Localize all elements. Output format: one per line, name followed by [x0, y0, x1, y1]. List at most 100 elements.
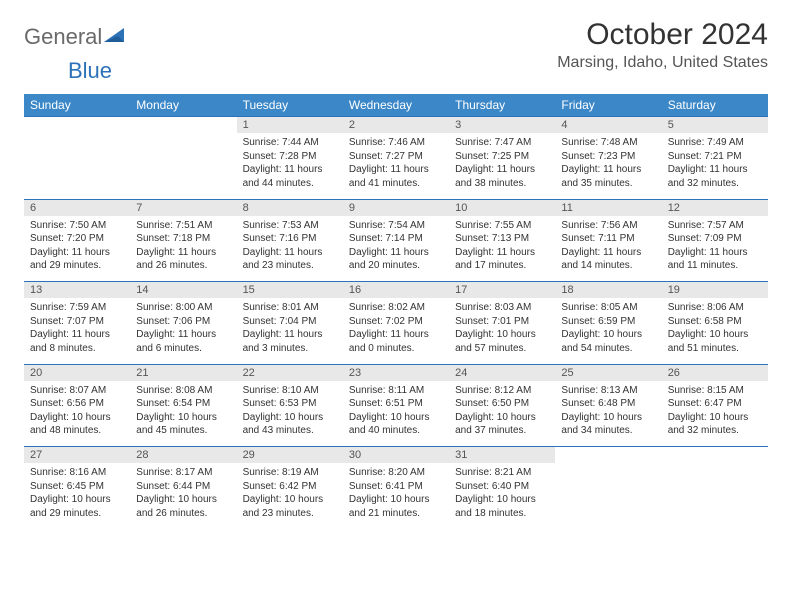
day-number-cell: 15 — [237, 282, 343, 299]
daylight-line: Daylight: 10 hours and 43 minutes. — [243, 411, 337, 438]
brand-logo: General — [24, 24, 128, 50]
day-detail-cell: Sunrise: 8:06 AMSunset: 6:58 PMDaylight:… — [662, 298, 768, 364]
daylight-line: Daylight: 10 hours and 32 minutes. — [668, 411, 762, 438]
day-detail-row: Sunrise: 7:50 AMSunset: 7:20 PMDaylight:… — [24, 216, 768, 282]
daylight-line: Daylight: 10 hours and 18 minutes. — [455, 493, 549, 520]
day-number-cell: 14 — [130, 282, 236, 299]
day-detail-cell: Sunrise: 7:55 AMSunset: 7:13 PMDaylight:… — [449, 216, 555, 282]
daylight-line: Daylight: 11 hours and 6 minutes. — [136, 328, 230, 355]
sunrise-line: Sunrise: 7:54 AM — [349, 219, 443, 233]
day-detail-cell: Sunrise: 8:10 AMSunset: 6:53 PMDaylight:… — [237, 381, 343, 447]
sunset-line: Sunset: 6:45 PM — [30, 480, 124, 494]
sunset-line: Sunset: 7:27 PM — [349, 150, 443, 164]
calendar-body: 12345Sunrise: 7:44 AMSunset: 7:28 PMDayl… — [24, 117, 768, 530]
logo-text-blue: Blue — [68, 58, 112, 83]
sunrise-line: Sunrise: 7:46 AM — [349, 136, 443, 150]
day-number-row: 12345 — [24, 117, 768, 134]
sunrise-line: Sunrise: 8:06 AM — [668, 301, 762, 315]
sunset-line: Sunset: 7:13 PM — [455, 232, 549, 246]
daylight-line: Daylight: 10 hours and 51 minutes. — [668, 328, 762, 355]
daylight-line: Daylight: 10 hours and 29 minutes. — [30, 493, 124, 520]
sunset-line: Sunset: 6:58 PM — [668, 315, 762, 329]
day-detail-cell: Sunrise: 7:54 AMSunset: 7:14 PMDaylight:… — [343, 216, 449, 282]
day-number-cell — [130, 117, 236, 134]
daylight-line: Daylight: 10 hours and 57 minutes. — [455, 328, 549, 355]
day-number-cell: 31 — [449, 447, 555, 464]
daylight-line: Daylight: 11 hours and 41 minutes. — [349, 163, 443, 190]
daylight-line: Daylight: 11 hours and 11 minutes. — [668, 246, 762, 273]
day-number-cell: 29 — [237, 447, 343, 464]
day-detail-cell: Sunrise: 7:59 AMSunset: 7:07 PMDaylight:… — [24, 298, 130, 364]
day-detail-cell: Sunrise: 8:13 AMSunset: 6:48 PMDaylight:… — [555, 381, 661, 447]
sunrise-line: Sunrise: 8:10 AM — [243, 384, 337, 398]
day-detail-cell: Sunrise: 8:20 AMSunset: 6:41 PMDaylight:… — [343, 463, 449, 529]
calendar-table: Sunday Monday Tuesday Wednesday Thursday… — [24, 94, 768, 529]
day-number-cell: 1 — [237, 117, 343, 134]
sunrise-line: Sunrise: 8:17 AM — [136, 466, 230, 480]
day-number-cell: 24 — [449, 364, 555, 381]
day-number-cell: 30 — [343, 447, 449, 464]
sunrise-line: Sunrise: 7:53 AM — [243, 219, 337, 233]
day-number-cell: 5 — [662, 117, 768, 134]
logo-triangle-icon — [104, 26, 126, 49]
sunset-line: Sunset: 7:18 PM — [136, 232, 230, 246]
sunset-line: Sunset: 7:09 PM — [668, 232, 762, 246]
day-header: Monday — [130, 94, 236, 117]
day-detail-cell: Sunrise: 7:44 AMSunset: 7:28 PMDaylight:… — [237, 133, 343, 199]
sunset-line: Sunset: 7:06 PM — [136, 315, 230, 329]
sunrise-line: Sunrise: 8:19 AM — [243, 466, 337, 480]
daylight-line: Daylight: 11 hours and 3 minutes. — [243, 328, 337, 355]
daylight-line: Daylight: 11 hours and 29 minutes. — [30, 246, 124, 273]
day-detail-cell: Sunrise: 8:08 AMSunset: 6:54 PMDaylight:… — [130, 381, 236, 447]
daylight-line: Daylight: 10 hours and 48 minutes. — [30, 411, 124, 438]
day-detail-cell: Sunrise: 7:57 AMSunset: 7:09 PMDaylight:… — [662, 216, 768, 282]
day-number-cell: 21 — [130, 364, 236, 381]
day-detail-cell: Sunrise: 8:11 AMSunset: 6:51 PMDaylight:… — [343, 381, 449, 447]
sunrise-line: Sunrise: 8:05 AM — [561, 301, 655, 315]
daylight-line: Daylight: 11 hours and 23 minutes. — [243, 246, 337, 273]
sunset-line: Sunset: 7:02 PM — [349, 315, 443, 329]
day-detail-cell: Sunrise: 8:21 AMSunset: 6:40 PMDaylight:… — [449, 463, 555, 529]
sunrise-line: Sunrise: 8:07 AM — [30, 384, 124, 398]
day-detail-cell: Sunrise: 7:53 AMSunset: 7:16 PMDaylight:… — [237, 216, 343, 282]
daylight-line: Daylight: 11 hours and 20 minutes. — [349, 246, 443, 273]
day-number-cell: 6 — [24, 199, 130, 216]
month-title: October 2024 — [557, 18, 768, 52]
sunset-line: Sunset: 6:56 PM — [30, 397, 124, 411]
day-number-cell: 18 — [555, 282, 661, 299]
sunrise-line: Sunrise: 8:01 AM — [243, 301, 337, 315]
sunset-line: Sunset: 6:53 PM — [243, 397, 337, 411]
day-detail-cell: Sunrise: 8:01 AMSunset: 7:04 PMDaylight:… — [237, 298, 343, 364]
daylight-line: Daylight: 10 hours and 26 minutes. — [136, 493, 230, 520]
day-number-cell: 27 — [24, 447, 130, 464]
day-detail-cell — [555, 463, 661, 529]
calendar-page: General October 2024 Marsing, Idaho, Uni… — [0, 0, 792, 529]
day-detail-cell: Sunrise: 8:19 AMSunset: 6:42 PMDaylight:… — [237, 463, 343, 529]
day-number-cell: 8 — [237, 199, 343, 216]
sunset-line: Sunset: 7:21 PM — [668, 150, 762, 164]
day-detail-cell — [662, 463, 768, 529]
daylight-line: Daylight: 10 hours and 40 minutes. — [349, 411, 443, 438]
day-number-row: 2728293031 — [24, 447, 768, 464]
sunset-line: Sunset: 7:01 PM — [455, 315, 549, 329]
sunset-line: Sunset: 6:51 PM — [349, 397, 443, 411]
sunset-line: Sunset: 7:28 PM — [243, 150, 337, 164]
day-number-row: 13141516171819 — [24, 282, 768, 299]
day-number-cell: 23 — [343, 364, 449, 381]
sunset-line: Sunset: 6:48 PM — [561, 397, 655, 411]
day-number-cell — [662, 447, 768, 464]
sunset-line: Sunset: 7:07 PM — [30, 315, 124, 329]
day-detail-cell — [130, 133, 236, 199]
day-number-cell: 10 — [449, 199, 555, 216]
day-detail-cell: Sunrise: 8:05 AMSunset: 6:59 PMDaylight:… — [555, 298, 661, 364]
sunrise-line: Sunrise: 8:12 AM — [455, 384, 549, 398]
day-detail-cell: Sunrise: 8:00 AMSunset: 7:06 PMDaylight:… — [130, 298, 236, 364]
sunrise-line: Sunrise: 8:13 AM — [561, 384, 655, 398]
sunrise-line: Sunrise: 8:00 AM — [136, 301, 230, 315]
daylight-line: Daylight: 10 hours and 45 minutes. — [136, 411, 230, 438]
day-number-cell: 2 — [343, 117, 449, 134]
day-number-cell: 7 — [130, 199, 236, 216]
day-number-cell: 13 — [24, 282, 130, 299]
sunrise-line: Sunrise: 8:03 AM — [455, 301, 549, 315]
sunrise-line: Sunrise: 8:15 AM — [668, 384, 762, 398]
